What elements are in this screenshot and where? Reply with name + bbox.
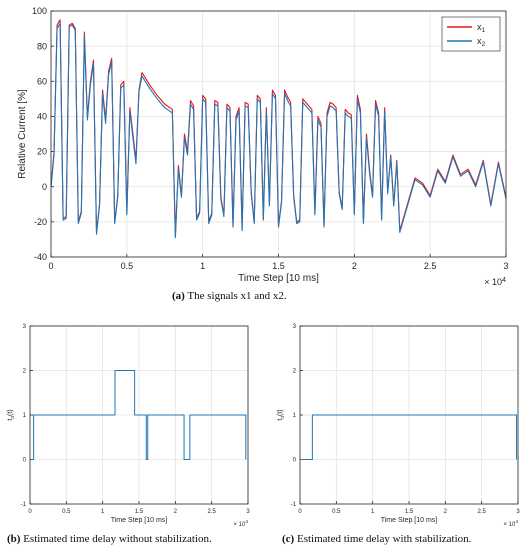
x-tick-label: 0.5 — [121, 261, 134, 271]
x-exponent-label: × 104 — [503, 519, 518, 528]
x-tick-label: 1 — [371, 509, 375, 515]
x-tick-label: 1 — [200, 261, 205, 271]
y-tick-label: 0 — [42, 182, 47, 192]
legend-box — [441, 16, 501, 52]
x-axis-label: Time Step [10 ms] — [238, 273, 319, 284]
y-tick-label: 80 — [37, 41, 47, 51]
legend-label-x2: x2 — [477, 36, 486, 48]
x-tick-label: 0 — [298, 509, 302, 515]
y-tick-label: 60 — [37, 76, 47, 86]
x-tick-label: 1.5 — [405, 509, 414, 515]
x-tick-label: 2.5 — [477, 509, 486, 515]
y-tick-label: 1 — [293, 413, 297, 419]
x-axis-label: Time Step [10 ms] — [381, 517, 438, 524]
y-tick-label: 20 — [37, 147, 47, 157]
y-axis-label: td(t) — [277, 409, 286, 420]
y-tick-label: 100 — [32, 6, 47, 16]
x-tick-label: 1 — [101, 509, 105, 515]
y-tick-label: 2 — [293, 369, 297, 375]
y-tick-label: 0 — [23, 458, 27, 464]
caption-a-label: (a) — [172, 290, 185, 302]
legend-label-x1: x1 — [477, 22, 486, 34]
y-tick-label: 3 — [293, 324, 297, 330]
y-tick-label: -20 — [34, 217, 47, 227]
y-tick-label: -1 — [291, 502, 297, 508]
y-tick-label: -40 — [34, 252, 47, 262]
y-tick-label: -1 — [21, 502, 27, 508]
y-axis-label: td(t) — [7, 409, 16, 420]
caption-c: (c) Estimated time delay with stabilizat… — [282, 533, 471, 545]
x-exponent-label: × 104 — [484, 275, 506, 287]
series-line-x2 — [50, 22, 507, 239]
chart-a: 0 0.5 1 1.5 2 2.5 3 -40 -20 0 20 40 60 80 100 Time Step… — [17, 6, 509, 287]
caption-b-label: (b) — [7, 533, 21, 545]
caption-c-text: Estimated time delay with stabilization. — [296, 533, 472, 545]
x-tick-label: 0 — [48, 261, 53, 271]
x-tick-label: 3 — [516, 509, 520, 515]
caption-a-text: The signals x1 and x2. — [187, 290, 287, 302]
x-axis-label: Time Step [10 ms] — [111, 517, 168, 524]
caption-b: (b) Estimated time delay without stabili… — [7, 533, 212, 545]
y-tick-label: 3 — [23, 324, 27, 330]
caption-b-text: Estimated time delay without stabilizati… — [23, 533, 212, 545]
x-tick-label: 3 — [503, 261, 508, 271]
x-tick-label: 0.5 — [62, 509, 71, 515]
caption-a: (a) The signals x1 and x2. — [172, 290, 287, 302]
x-exponent-label: × 104 — [233, 519, 248, 528]
x-tick-label: 3 — [246, 509, 250, 515]
axes-frame-a — [50, 10, 507, 258]
x-tick-label: 1.5 — [135, 509, 144, 515]
x-tick-label: 2 — [352, 261, 357, 271]
y-tick-label: 2 — [23, 369, 27, 375]
x-tick-label: 0.5 — [332, 509, 341, 515]
x-tick-label: 0 — [28, 509, 32, 515]
series-line-b-0 — [30, 370, 247, 460]
y-tick-label: 0 — [293, 458, 297, 464]
x-tick-label: 2.5 — [424, 261, 437, 271]
x-tick-label: 2 — [444, 509, 448, 515]
y-tick-label: 1 — [23, 413, 27, 419]
y-tick-label: 40 — [37, 112, 47, 122]
series-line-c-0 — [300, 414, 518, 460]
y-axis-label: Relative Current [%] — [17, 89, 28, 179]
axes-frame-c — [299, 325, 519, 505]
axes-frame-b — [29, 325, 249, 505]
x-tick-label: 2 — [174, 509, 178, 515]
x-tick-label: 1.5 — [272, 261, 285, 271]
caption-c-label: (c) — [282, 533, 295, 545]
x-tick-label: 2.5 — [207, 509, 216, 515]
